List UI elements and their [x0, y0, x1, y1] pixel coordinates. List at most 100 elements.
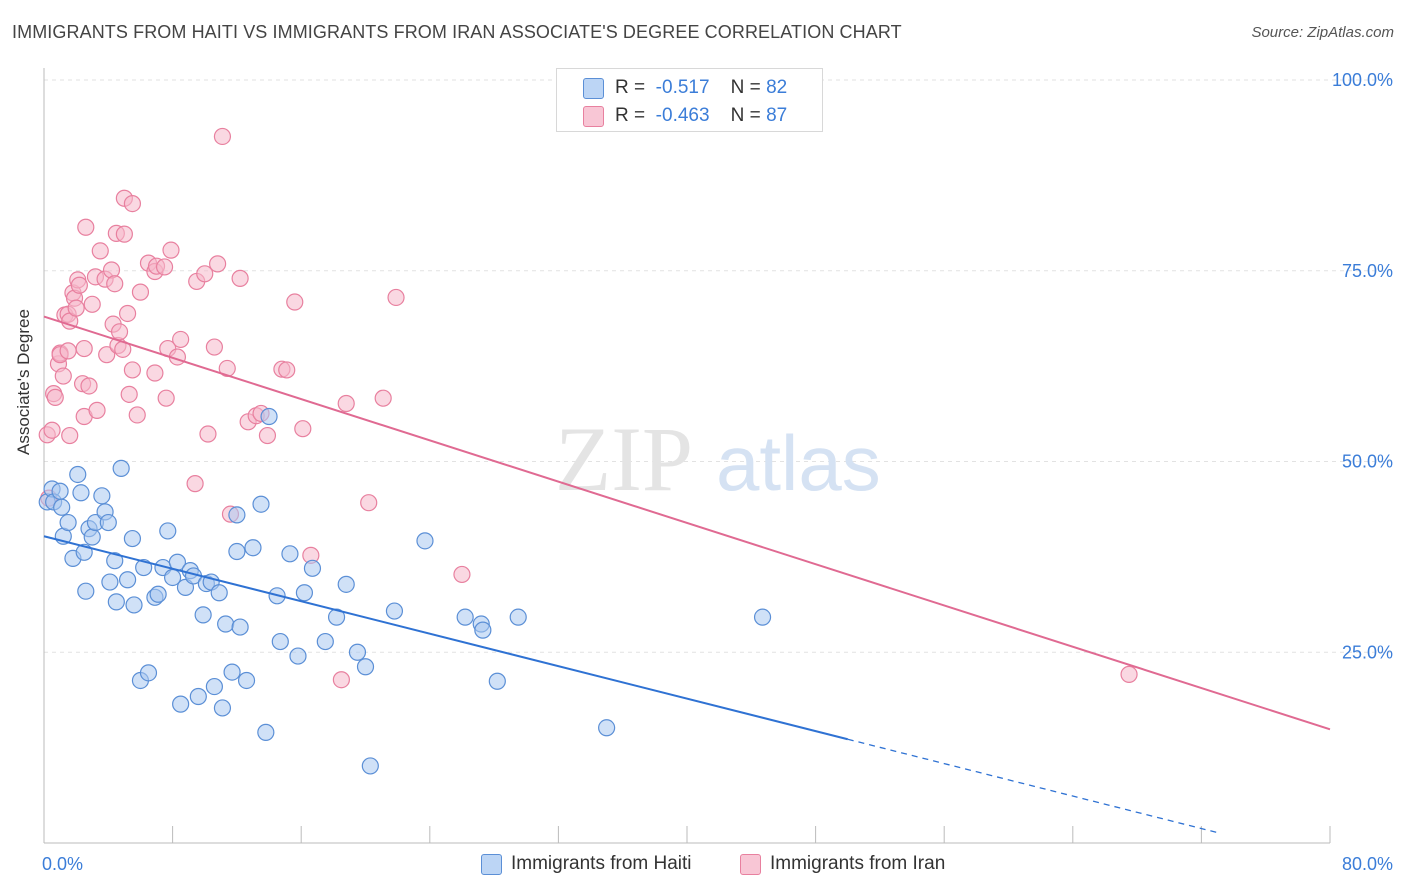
haiti-point [99, 513, 117, 532]
iran-point [294, 420, 312, 438]
iran-swatch [740, 854, 761, 875]
legend-haiti-text: R = -0.517 N = 82 [615, 77, 787, 99]
haiti-point [118, 571, 137, 589]
iran-point [80, 377, 98, 395]
iran-point [387, 288, 405, 307]
haiti-point [385, 602, 404, 620]
iran-point [88, 401, 106, 419]
haiti-point [139, 664, 158, 682]
haiti-point [598, 719, 616, 737]
haiti-trend-line [43, 535, 848, 741]
iran-point [157, 389, 175, 407]
haiti-point [210, 584, 228, 602]
iran-point [123, 195, 142, 213]
haiti-point [125, 596, 143, 614]
iran-point [59, 342, 77, 360]
haiti-point [107, 593, 125, 611]
haiti-point [509, 608, 527, 626]
haiti-point [289, 647, 307, 665]
haiti-point [83, 528, 101, 546]
haiti-point [69, 465, 87, 484]
haiti-point [252, 495, 270, 513]
iran-point [213, 127, 232, 146]
chart-title: IMMIGRANTS FROM HAITI VS IMMIGRANTS FROM… [12, 22, 902, 42]
haiti-point [295, 584, 314, 602]
haiti-trend-extension [847, 738, 1218, 834]
haiti-point [194, 606, 212, 624]
legend-iran-label: Immigrants from Iran [770, 853, 946, 874]
iran-point [106, 275, 124, 293]
watermark-atlas: atlas [716, 419, 881, 507]
haiti-point [112, 459, 130, 477]
haiti-point [316, 632, 334, 651]
iran-point [123, 361, 142, 379]
haiti-point [223, 663, 241, 681]
r-value: -0.517 [655, 77, 710, 98]
iran-point [1120, 665, 1138, 683]
haiti-point [213, 699, 232, 717]
haiti-point [159, 522, 177, 540]
iran-point [61, 426, 79, 445]
axis-layer [43, 68, 1331, 844]
iran-trend-line [43, 315, 1331, 731]
haiti-point [753, 608, 772, 626]
iran-point [196, 265, 214, 283]
iran-point [286, 293, 304, 311]
haiti-point [303, 559, 322, 577]
haiti-point [260, 407, 278, 426]
haiti-point [217, 615, 235, 633]
x-tick-label: 80.0% [1342, 854, 1393, 874]
haiti-point [237, 671, 256, 690]
iran-point [374, 389, 392, 407]
haiti-point [416, 532, 434, 550]
iran-point [128, 406, 146, 424]
haiti-point [59, 513, 77, 532]
iran-point [205, 338, 223, 356]
haiti-point [228, 542, 246, 561]
x-tick-label: 0.0% [42, 854, 83, 874]
haiti-point [348, 643, 367, 661]
watermark: ZIP atlas [555, 408, 881, 510]
haiti-point [474, 621, 492, 639]
n-label: N = [730, 105, 761, 126]
haiti-point [205, 677, 223, 696]
iran-point [360, 494, 378, 512]
iran-point [70, 276, 88, 294]
r-label: R = [615, 105, 646, 126]
iran-point [186, 475, 204, 493]
correlation-legend: R = -0.517 N = 82 R = -0.463 N = 87 [556, 68, 823, 132]
iran-point [337, 394, 355, 413]
iran-point [120, 385, 138, 403]
y-axis-label: Associate's Degree [14, 309, 33, 455]
n-value: 82 [766, 77, 788, 98]
iran-point [83, 295, 101, 313]
iran-point [131, 283, 150, 301]
haiti-point [101, 573, 119, 591]
haiti-point [53, 498, 71, 516]
iran-point [218, 359, 236, 378]
tick-labels: 25.0% 50.0% 75.0% 100.0% 0.0% 80.0% [42, 70, 1393, 874]
y-tick-label: 75.0% [1342, 261, 1393, 281]
n-value: 87 [766, 105, 788, 126]
haiti-point [456, 608, 474, 626]
watermark-zip: ZIP [555, 408, 693, 510]
haiti-point [228, 506, 246, 524]
source-label: Source: ZipAtlas.com [1251, 24, 1394, 41]
iran-point [67, 299, 85, 317]
grid-layer [44, 79, 1393, 653]
haiti-point [488, 672, 506, 690]
iran-swatch [583, 106, 604, 127]
iran-point [278, 361, 296, 379]
r-label: R = [615, 77, 646, 98]
iran-point [46, 388, 64, 407]
iran-point [231, 269, 249, 287]
iran-point [209, 255, 227, 273]
y-tick-label: 50.0% [1342, 452, 1393, 472]
haiti-point [123, 529, 142, 548]
iran-point [162, 241, 180, 259]
legend-iran-text: R = -0.463 N = 87 [615, 105, 787, 127]
haiti-point [257, 723, 275, 741]
iran-point [75, 339, 93, 358]
haiti-point [281, 545, 299, 563]
haiti-point [106, 552, 124, 570]
